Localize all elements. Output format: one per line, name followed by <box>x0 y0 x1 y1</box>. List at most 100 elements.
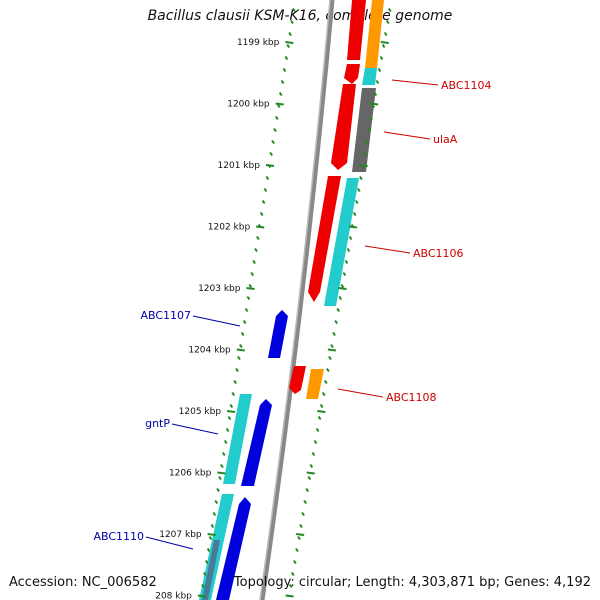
leader-abc1110 <box>145 536 194 550</box>
minor-tick-right <box>293 559 297 565</box>
minor-tick-right <box>328 355 332 361</box>
minor-tick-right <box>363 151 367 157</box>
minor-tick-left <box>286 43 291 49</box>
gene-cyan-gntp[interactable] <box>223 394 252 484</box>
gene-red-abc1106[interactable] <box>308 176 341 302</box>
minor-tick-right <box>313 439 318 445</box>
minor-tick-left <box>204 559 209 565</box>
minor-tick-left <box>233 379 237 385</box>
minor-tick-right <box>354 199 359 205</box>
gene-red-top[interactable] <box>347 0 366 60</box>
major-tick-right <box>359 164 368 167</box>
minor-tick-right <box>375 79 380 85</box>
kbp-labels: 1199 kbp 1200 kbp 1201 kbp 1202 kbp 1203 kbp… <box>155 38 279 600</box>
minor-tick-left <box>280 79 285 85</box>
gene-red-abc1108[interactable] <box>289 366 306 394</box>
kbp-label: 1207 kbp <box>159 530 202 540</box>
major-tick-right <box>317 410 326 413</box>
gene-label-abc1108[interactable]: ABC1108 <box>386 391 437 404</box>
minor-tick-left <box>256 235 260 241</box>
gene-label-ulaa[interactable]: ulaA <box>433 133 458 146</box>
minor-tick-right <box>332 331 336 337</box>
major-tick-right <box>306 471 315 475</box>
gene-steel-abc1110[interactable] <box>202 540 220 600</box>
gene-blue-abc1107[interactable] <box>268 310 288 358</box>
leader-ulaa <box>383 131 431 140</box>
minor-tick-left <box>265 175 270 181</box>
topology-text: Topology: circular; Length: 4,303,871 bp… <box>233 575 591 590</box>
minor-tick-left <box>250 271 255 277</box>
major-tick-left <box>246 287 255 290</box>
major-tick-left <box>197 594 207 598</box>
minor-tick-right <box>381 43 386 49</box>
minor-tick-left <box>244 307 249 313</box>
genome-backbone <box>259 0 335 600</box>
minor-tick-left <box>275 115 279 121</box>
minor-tick-right <box>299 523 303 529</box>
minor-tick-right <box>303 499 307 505</box>
minor-tick-left <box>214 499 219 505</box>
minor-tick-left <box>273 127 277 133</box>
minor-tick-right <box>330 343 334 349</box>
genome-backbone-highlight <box>259 0 331 600</box>
minor-tick-left <box>206 547 211 553</box>
gene-cyan-abc1104[interactable] <box>362 68 377 85</box>
gene-leader-lines <box>145 79 439 550</box>
minor-tick-left <box>223 439 228 445</box>
leader-abc1104 <box>391 79 439 86</box>
reverse-strand-genes <box>199 310 288 600</box>
major-tick-left <box>256 225 265 229</box>
major-tick-left <box>275 102 284 106</box>
minor-tick-right <box>321 391 326 397</box>
gene-cyan-abc1106[interactable] <box>324 178 359 306</box>
gene-orange-top[interactable] <box>365 0 384 68</box>
minor-tick-left <box>220 463 224 469</box>
gene-blue-gntp[interactable] <box>241 399 272 486</box>
gene-labels: ABC1104 ulaA ABC1106 ABC1108 ABC1107 gnt… <box>93 79 491 543</box>
minor-tick-left <box>254 247 258 253</box>
gene-gray-ulaa[interactable] <box>352 88 376 172</box>
minor-tick-left <box>282 67 287 73</box>
minor-tick-right <box>305 487 310 493</box>
major-tick-left <box>285 41 294 44</box>
major-tick-left <box>207 533 216 536</box>
minor-tick-right <box>315 427 320 433</box>
gene-red-ula[interactable] <box>331 84 356 170</box>
kbp-label: 1200 kbp <box>227 100 270 110</box>
major-tick-right <box>296 533 305 536</box>
gene-label-abc1107[interactable]: ABC1107 <box>140 309 191 322</box>
major-tick-left <box>236 348 245 352</box>
minor-tick-left <box>221 451 226 457</box>
gene-label-abc1106[interactable]: ABC1106 <box>413 247 464 260</box>
minor-tick-left <box>235 367 239 373</box>
kbp-label: 1201 kbp <box>218 161 261 171</box>
gene-label-gntp[interactable]: gntP <box>145 417 170 430</box>
minor-tick-left <box>238 343 243 349</box>
minor-tick-right <box>348 235 353 241</box>
kbp-label: 1202 kbp <box>208 223 251 233</box>
gene-red-abc1104[interactable] <box>344 64 360 84</box>
gene-label-abc1110[interactable]: ABC1110 <box>93 530 144 543</box>
minor-tick-left <box>225 427 230 433</box>
minor-tick-right <box>367 127 371 133</box>
minor-tick-right <box>326 367 330 373</box>
minor-tick-left <box>248 283 253 289</box>
minor-tick-left <box>210 523 215 529</box>
kbp-label: 1205 kbp <box>179 407 222 417</box>
minor-tick-right <box>352 211 357 217</box>
gene-blue-abc1110[interactable] <box>216 497 251 600</box>
scale-ticks <box>197 7 392 598</box>
gene-orange-abc1108[interactable] <box>306 369 324 399</box>
kbp-label: 1199 kbp <box>237 38 280 48</box>
gene-label-abc1104[interactable]: ABC1104 <box>441 79 492 92</box>
minor-tick-right <box>379 55 384 61</box>
minor-tick-left <box>278 91 283 97</box>
major-tick-right <box>327 348 337 352</box>
minor-tick-right <box>301 511 305 517</box>
minor-tick-left <box>229 403 234 409</box>
minor-tick-left <box>240 331 245 337</box>
minor-tick-left <box>271 139 275 145</box>
kbp-label: 1203 kbp <box>198 284 241 294</box>
minor-tick-right <box>359 175 363 181</box>
